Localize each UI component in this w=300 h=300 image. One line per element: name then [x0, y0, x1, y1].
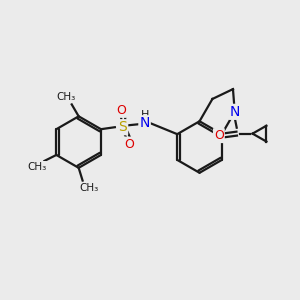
- Text: CH₃: CH₃: [56, 92, 75, 101]
- Text: CH₃: CH₃: [27, 162, 46, 172]
- Text: O: O: [214, 129, 224, 142]
- Text: S: S: [118, 120, 127, 134]
- Text: N: N: [230, 105, 240, 119]
- Text: CH₃: CH₃: [79, 183, 98, 193]
- Text: O: O: [116, 104, 126, 117]
- Text: O: O: [124, 138, 134, 151]
- Text: N: N: [140, 116, 150, 130]
- Text: H: H: [140, 110, 149, 120]
